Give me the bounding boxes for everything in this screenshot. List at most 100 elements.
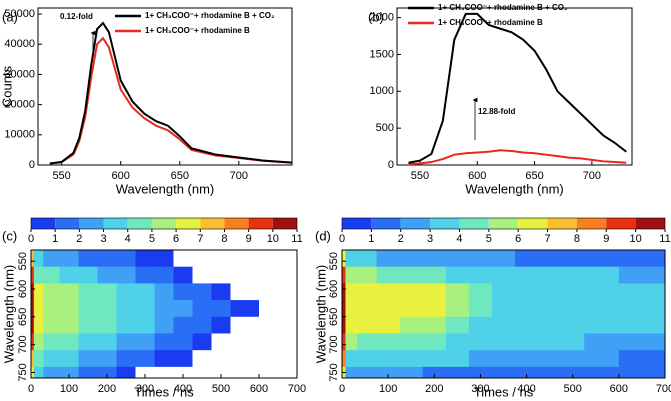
colorbar-label: 7 [544, 233, 550, 245]
colorbar-label: 5 [149, 233, 155, 245]
heat-cell [618, 366, 666, 379]
heat-cell [345, 266, 358, 284]
heat-cell [211, 283, 231, 301]
colorbar-label: 3 [427, 233, 433, 245]
y-axis-label: Counts [0, 65, 14, 107]
x-tick-label: 700 [656, 383, 671, 395]
colorbar-label: 0 [28, 233, 34, 245]
colorbar-label: 9 [246, 233, 252, 245]
heat-cell [135, 283, 155, 301]
heat-cell [584, 316, 620, 334]
heat-cell [211, 366, 231, 379]
heat-cell [230, 316, 260, 334]
heat-cell [422, 350, 447, 368]
heat-cell [97, 350, 117, 368]
heat-cell [515, 366, 539, 379]
heat-cell [422, 316, 447, 334]
heat-cell [538, 266, 562, 284]
heat-cell [356, 366, 378, 379]
x-tick-label: 100 [60, 383, 78, 395]
heat-cell [515, 333, 539, 351]
heat-cell [515, 250, 539, 268]
x-tick-label: 700 [230, 170, 248, 182]
x-tick-label: 500 [564, 383, 582, 395]
heat-cell [515, 316, 539, 334]
heat-cell [259, 333, 298, 351]
heat-cell [97, 283, 117, 301]
y-tick-label: 20000 [4, 99, 35, 111]
colorbar-segment [176, 218, 201, 229]
x-tick-label: 0 [28, 383, 34, 395]
heat-cell [468, 333, 493, 351]
x-axis-label: Wavelength (nm) [116, 181, 215, 196]
heat-cell [618, 333, 666, 351]
heat-cell [422, 266, 447, 284]
heat-cell [154, 250, 174, 268]
colorbar-segment [371, 218, 401, 229]
y-tick-label: 40000 [4, 38, 35, 50]
colorbar-segment [55, 218, 80, 229]
legend-label: 1+ CH₃COO⁻+ rhodamine B [145, 26, 250, 35]
heat-cell [192, 350, 212, 368]
heat-cell [584, 366, 620, 379]
heat-cell [173, 250, 193, 268]
series-line [49, 21, 293, 165]
heat-cell [376, 266, 401, 284]
colorbar-label: 3 [100, 233, 106, 245]
colorbar-segment [79, 218, 104, 229]
colorbar-segment [31, 218, 56, 229]
panel-label: (c) [2, 228, 17, 243]
heat-cell [345, 250, 358, 268]
heat-cell [584, 250, 620, 268]
heat-cell [31, 333, 35, 351]
heat-cell [445, 250, 470, 268]
colorbar-segment [103, 218, 128, 229]
colorbar-label: 0 [339, 233, 345, 245]
heat-cell [491, 366, 516, 379]
x-tick-label: 400 [517, 383, 535, 395]
heat-cell [491, 283, 516, 301]
heat-cell [192, 366, 212, 379]
colorbar-segment [272, 218, 297, 229]
heat-cell [97, 250, 117, 268]
y-tick-label: 0 [388, 159, 394, 171]
colorbar-label: 10 [630, 233, 642, 245]
heat-cell [33, 350, 44, 368]
heat-cell [491, 300, 516, 318]
heat-cell [618, 316, 666, 334]
colorbar-segment [224, 218, 249, 229]
heat-cell [515, 300, 539, 318]
heat-cell [31, 300, 35, 318]
plot-frame [396, 7, 633, 166]
heat-cell [211, 316, 231, 334]
heat-cell [78, 250, 98, 268]
x-tick-label: 600 [250, 383, 268, 395]
heat-cell [31, 250, 35, 268]
annotation: 12.88-fold [478, 107, 515, 116]
heat-cell [445, 350, 470, 368]
heat-cell [78, 283, 98, 301]
heat-cell [259, 283, 298, 301]
heat-cell [356, 316, 378, 334]
heat-cell [561, 300, 585, 318]
heat-cell [259, 316, 298, 334]
heat-cell [259, 366, 298, 379]
heat-cell [584, 333, 620, 351]
heat-cell [33, 283, 44, 301]
x-axis-label: Wavelength (nm) [465, 181, 564, 196]
heat-cell [376, 283, 401, 301]
x-tick-label: 400 [174, 383, 192, 395]
heat-cell [618, 266, 666, 284]
heat-cell [116, 333, 136, 351]
heat-cell [97, 366, 117, 379]
heat-cell [399, 316, 424, 334]
heat-cell [78, 300, 98, 318]
heat-cell [192, 300, 212, 318]
heat-cell [192, 283, 212, 301]
heat-cell [345, 283, 358, 301]
colorbar-label: 11 [659, 233, 670, 245]
x-tick-label: 650 [171, 170, 189, 182]
heat-cell [376, 333, 401, 351]
heat-cell [259, 300, 298, 318]
heat-cell [399, 300, 424, 318]
